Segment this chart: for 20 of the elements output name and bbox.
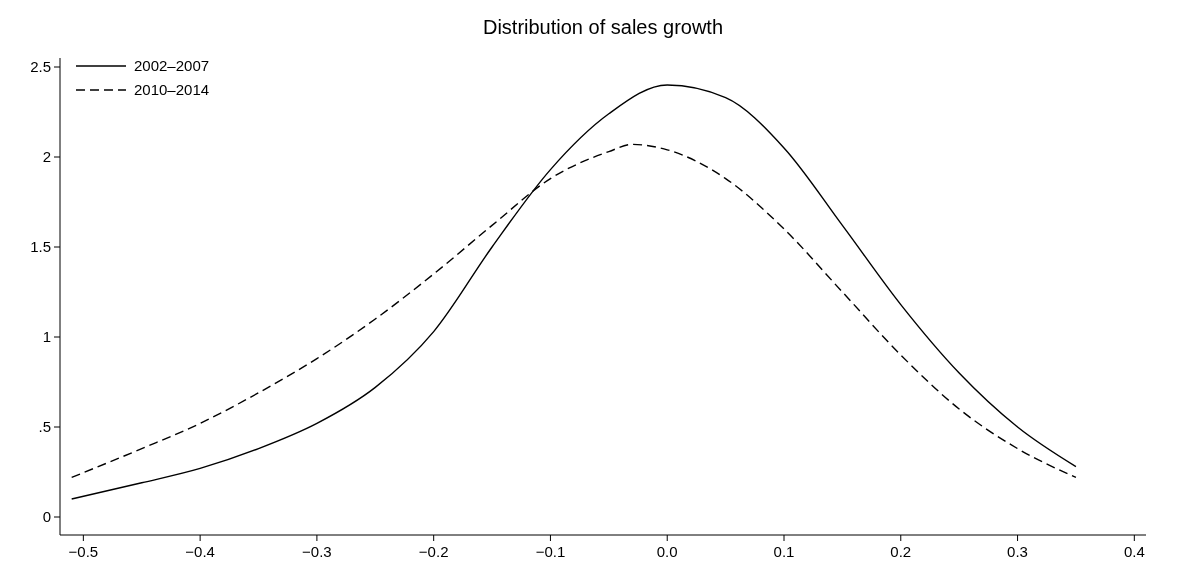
y-tick-label: 2 [42, 148, 51, 166]
x-tick-label: 0.1 [773, 543, 795, 560]
x-tick-label: −0.5 [68, 543, 99, 560]
x-tick-label: 0.2 [890, 543, 912, 560]
x-tick-label: 0.0 [656, 543, 678, 560]
legend-label: 2010–2014 [134, 81, 210, 99]
chart-title: Distribution of sales growth [482, 16, 724, 38]
line-series [70, 84, 1077, 500]
x-tick-label: 0.3 [1007, 543, 1028, 560]
y-tick-label: 1.5 [30, 238, 51, 256]
legend-label: 2002–2007 [134, 57, 210, 75]
x-tick-label: −0.4 [185, 543, 215, 560]
y-tick-label: 0 [42, 508, 51, 526]
x-tick-label: −0.3 [302, 543, 332, 560]
x-tick-label: −0.1 [535, 543, 566, 560]
x-tick-label: −0.2 [418, 543, 449, 560]
y-tick-label: 1 [42, 328, 51, 346]
x-tick-label: 0.4 [1123, 543, 1145, 560]
y-tick-label: .5 [38, 418, 51, 436]
y-tick-label: 2.5 [30, 58, 51, 76]
